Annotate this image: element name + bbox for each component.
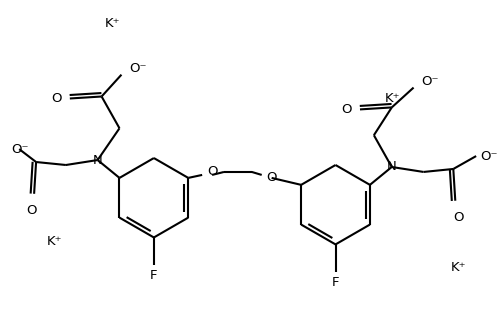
Text: O⁻: O⁻	[130, 62, 147, 75]
Text: O: O	[26, 204, 36, 217]
Text: O: O	[342, 103, 352, 116]
Text: F: F	[150, 269, 158, 282]
Text: K⁺: K⁺	[47, 235, 62, 248]
Text: K⁺: K⁺	[104, 16, 120, 30]
Text: O⁻: O⁻	[12, 143, 29, 156]
Text: O: O	[453, 211, 464, 224]
Text: O⁻: O⁻	[480, 149, 498, 163]
Text: F: F	[332, 276, 340, 289]
Text: O: O	[52, 92, 62, 105]
Text: O: O	[207, 165, 218, 179]
Text: O⁻: O⁻	[422, 75, 439, 88]
Text: N: N	[93, 153, 102, 167]
Text: K⁺: K⁺	[451, 261, 466, 274]
Text: N: N	[387, 160, 396, 174]
Text: K⁺: K⁺	[384, 92, 400, 105]
Text: O: O	[266, 171, 277, 184]
